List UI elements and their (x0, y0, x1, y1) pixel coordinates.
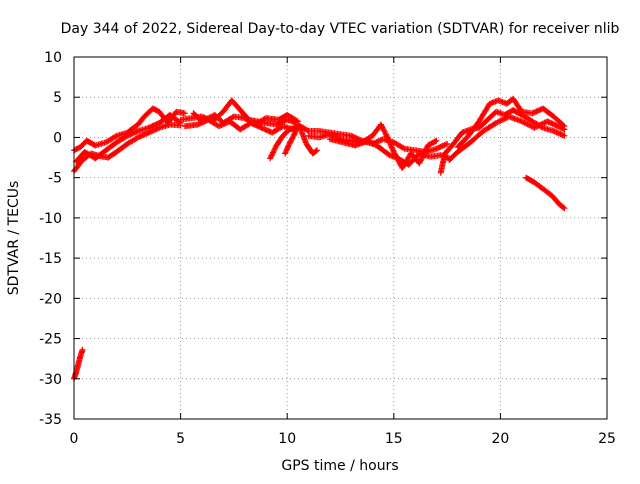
chart-title: Day 344 of 2022, Sidereal Day-to-day VTE… (61, 21, 620, 37)
y-tick-label: -25 (39, 332, 62, 348)
data-point-markers (73, 111, 184, 165)
data-segment (71, 121, 184, 175)
y-tick-label: -15 (39, 251, 62, 267)
data-point-markers (267, 124, 299, 162)
x-tick-label: 0 (70, 431, 79, 447)
data-point-markers (446, 113, 568, 163)
x-tick-label: 15 (385, 431, 403, 447)
data-segment (71, 346, 86, 382)
x-axis-label: GPS time / hours (281, 458, 398, 474)
x-tick-label: 10 (278, 431, 296, 447)
y-tick-label: 5 (53, 90, 62, 106)
data-segment (267, 124, 299, 162)
data-point-markers (523, 174, 568, 212)
y-tick-label: 0 (53, 130, 62, 146)
y-axis-label: SDTVAR / TECUs (6, 181, 22, 296)
data-point-markers (282, 123, 301, 157)
data-point-markers (190, 110, 301, 128)
data-segment (73, 111, 184, 165)
y-tick-label: -10 (39, 211, 62, 227)
data-layer (71, 95, 568, 382)
plot-frame (73, 56, 608, 420)
data-point-markers (71, 346, 86, 382)
data-segment (437, 107, 568, 176)
x-tick-label: 20 (491, 431, 509, 447)
data-point-markers (71, 121, 184, 175)
y-tick-label: -20 (39, 291, 62, 307)
y-tick-label: -35 (39, 412, 62, 428)
data-point-markers (326, 136, 453, 168)
y-tick-label: -5 (48, 171, 62, 187)
data-point-markers (454, 95, 568, 151)
data-point-markers (437, 107, 568, 176)
data-segment (446, 113, 568, 163)
x-tick-label: 25 (598, 431, 616, 447)
data-segment (326, 136, 453, 168)
data-segment (523, 174, 568, 212)
data-segment (454, 95, 568, 151)
y-tick-label: 10 (44, 50, 62, 66)
x-tick-label: 5 (176, 431, 185, 447)
tick-layer: 0 5 10 15 20 25 -35 -30 -25 -20 -15 -10 -5 0 5 10 (39, 50, 616, 447)
y-tick-label: -30 (39, 372, 62, 388)
grid-layer (74, 57, 607, 419)
data-segment (190, 110, 301, 128)
data-segment (282, 123, 301, 157)
